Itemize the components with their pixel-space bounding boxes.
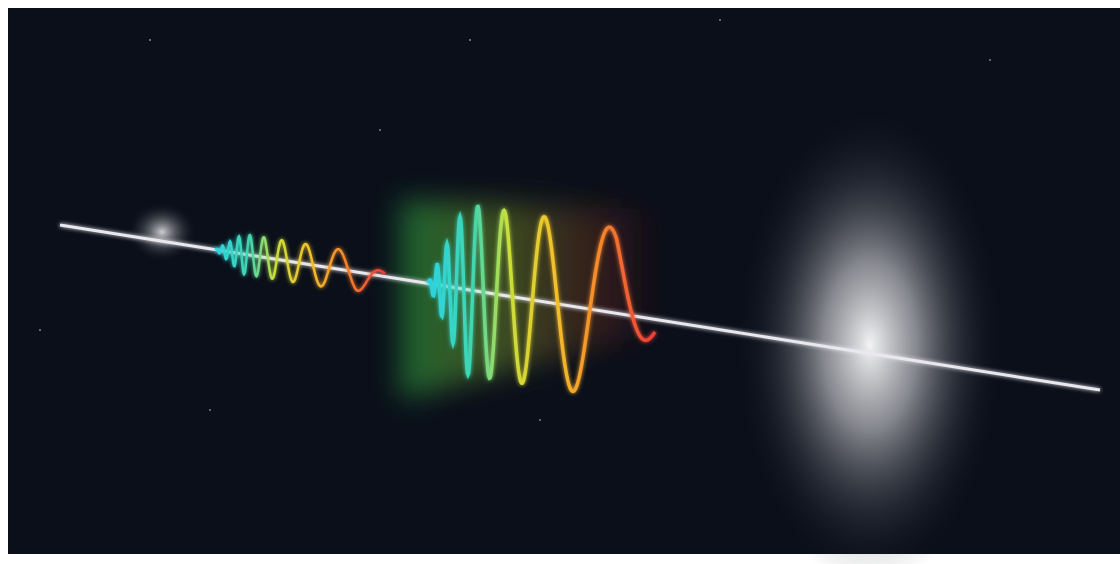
star [539, 419, 541, 421]
small-chirp [214, 233, 386, 293]
artwork [39, 19, 1101, 564]
pulse-glow [735, 105, 1005, 564]
star [719, 19, 721, 21]
star [379, 129, 381, 131]
stretched-chirp [426, 204, 657, 394]
star [989, 59, 991, 61]
star [39, 329, 41, 331]
star [469, 39, 471, 41]
star [209, 409, 211, 411]
beam [59, 223, 1101, 392]
star [149, 39, 151, 41]
